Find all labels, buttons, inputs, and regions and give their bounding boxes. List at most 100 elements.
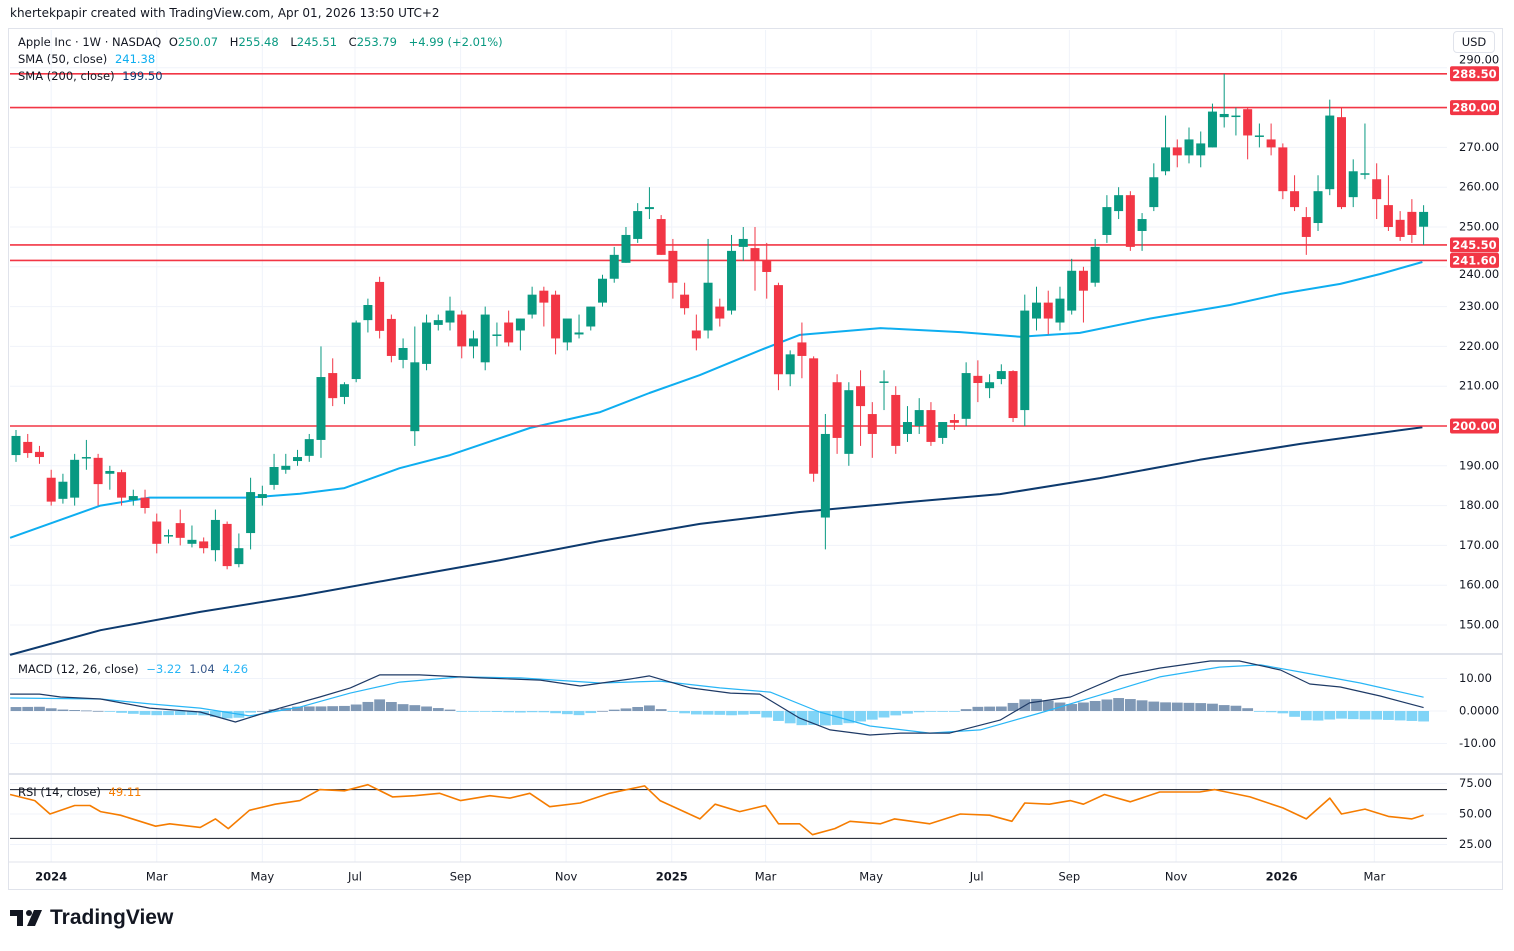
candle-up[interactable] [1067, 270, 1077, 311]
candle-up[interactable] [246, 492, 256, 534]
candle-up[interactable] [1114, 195, 1124, 212]
candle-down[interactable] [457, 314, 467, 347]
candle-down[interactable] [891, 394, 901, 446]
candle-up[interactable] [574, 332, 584, 335]
candle-down[interactable] [551, 294, 561, 339]
candle-down[interactable] [1243, 109, 1253, 136]
candle-down[interactable] [46, 477, 56, 502]
candle-up[interactable] [1231, 115, 1241, 118]
candle-up[interactable] [316, 377, 326, 440]
candle-up[interactable] [633, 211, 643, 239]
candle-up[interactable] [1020, 310, 1030, 411]
candle-down[interactable] [715, 306, 725, 319]
level-price-tag[interactable] [1450, 252, 1499, 268]
candle-up[interactable] [527, 294, 537, 315]
candle-down[interactable] [680, 294, 690, 309]
candle-up[interactable] [281, 465, 291, 470]
candle-down[interactable] [750, 248, 760, 261]
candle-down[interactable] [797, 342, 807, 356]
candle-down[interactable] [1266, 139, 1276, 148]
candle-down[interactable] [832, 382, 842, 438]
candle-up[interactable] [480, 314, 490, 363]
candle-down[interactable] [1078, 270, 1088, 291]
tradingview-logo[interactable]: TradingView [10, 906, 173, 930]
candle-up[interactable] [492, 334, 502, 336]
level-price-tag[interactable] [1450, 66, 1499, 82]
candle-up[interactable] [703, 282, 713, 331]
candle-up[interactable] [351, 322, 361, 380]
candle-up[interactable] [1032, 302, 1042, 319]
candle-up[interactable] [1055, 298, 1065, 323]
rsi-legend[interactable]: RSI (14, close) 49.11 [18, 785, 145, 799]
candle-up[interactable] [727, 250, 737, 311]
candle-up[interactable] [468, 338, 478, 347]
candle-up[interactable] [1219, 113, 1229, 118]
candle-up[interactable] [1196, 143, 1206, 156]
candle-up[interactable] [58, 481, 68, 499]
candle-up[interactable] [996, 371, 1006, 380]
candle-down[interactable] [1008, 371, 1018, 419]
candle-up[interactable] [1184, 139, 1194, 156]
candle-down[interactable] [140, 497, 150, 508]
candle-up[interactable] [1348, 171, 1358, 198]
candle-down[interactable] [1290, 191, 1300, 208]
candle-up[interactable] [1090, 246, 1100, 283]
candle-down[interactable] [504, 322, 514, 343]
candle-up[interactable] [586, 306, 596, 327]
currency-button[interactable]: USD [1453, 31, 1495, 53]
candle-up[interactable] [210, 519, 220, 551]
candle-down[interactable] [668, 250, 678, 283]
candle-up[interactable] [1207, 111, 1217, 148]
candle-down[interactable] [93, 457, 103, 485]
candle-down[interactable] [867, 414, 877, 434]
candle-down[interactable] [656, 219, 666, 255]
level-price-tag[interactable] [1450, 100, 1499, 116]
candle-up[interactable] [70, 459, 80, 498]
candle-up[interactable] [128, 496, 138, 501]
candle-up[interactable] [339, 384, 349, 397]
candle-up[interactable] [1313, 191, 1323, 224]
candle-up[interactable] [738, 238, 748, 247]
candle-down[interactable] [973, 375, 983, 384]
candle-up[interactable] [1325, 115, 1335, 190]
candle-up[interactable] [293, 457, 303, 462]
candle-down[interactable] [375, 281, 385, 331]
candle-up[interactable] [269, 466, 279, 485]
candle-down[interactable] [926, 410, 936, 442]
candle-up[interactable] [902, 422, 912, 434]
candle-up[interactable] [985, 382, 995, 389]
candle-up[interactable] [11, 435, 21, 456]
candle-down[interactable] [1125, 195, 1135, 247]
symbol-title[interactable]: Apple Inc · 1W · NASDAQ [18, 35, 162, 49]
candle-up[interactable] [785, 354, 795, 375]
candle-up[interactable] [163, 535, 173, 537]
candle-up[interactable] [187, 539, 197, 544]
candle-up[interactable] [398, 347, 408, 360]
candle-up[interactable] [562, 318, 572, 343]
candle-down[interactable] [1395, 219, 1405, 237]
candle-up[interactable] [81, 457, 91, 459]
candle-up[interactable] [257, 494, 267, 499]
candle-down[interactable] [34, 451, 44, 458]
sma200-legend[interactable]: SMA (200, close) 199.50 [18, 69, 167, 83]
candle-down[interactable] [1172, 147, 1182, 156]
candle-up[interactable] [621, 234, 631, 263]
candle-up[interactable] [961, 373, 971, 419]
candle-up[interactable] [1149, 177, 1159, 208]
candle-up[interactable] [598, 278, 607, 303]
candle-down[interactable] [539, 290, 549, 303]
candle-up[interactable] [1360, 173, 1370, 175]
candle-down[interactable] [386, 318, 396, 356]
candle-down[interactable] [773, 285, 783, 375]
candle-down[interactable] [1336, 117, 1346, 208]
candle-down[interactable] [328, 373, 338, 399]
candle-up[interactable] [363, 305, 373, 321]
candle-up[interactable] [844, 390, 854, 454]
candle-up[interactable] [1102, 207, 1112, 235]
candle-up[interactable] [105, 470, 115, 474]
candle-down[interactable] [1372, 179, 1382, 200]
candle-up[interactable] [1419, 211, 1429, 227]
candle-up[interactable] [820, 433, 830, 518]
sma50-legend[interactable]: SMA (50, close) 241.38 [18, 52, 159, 66]
